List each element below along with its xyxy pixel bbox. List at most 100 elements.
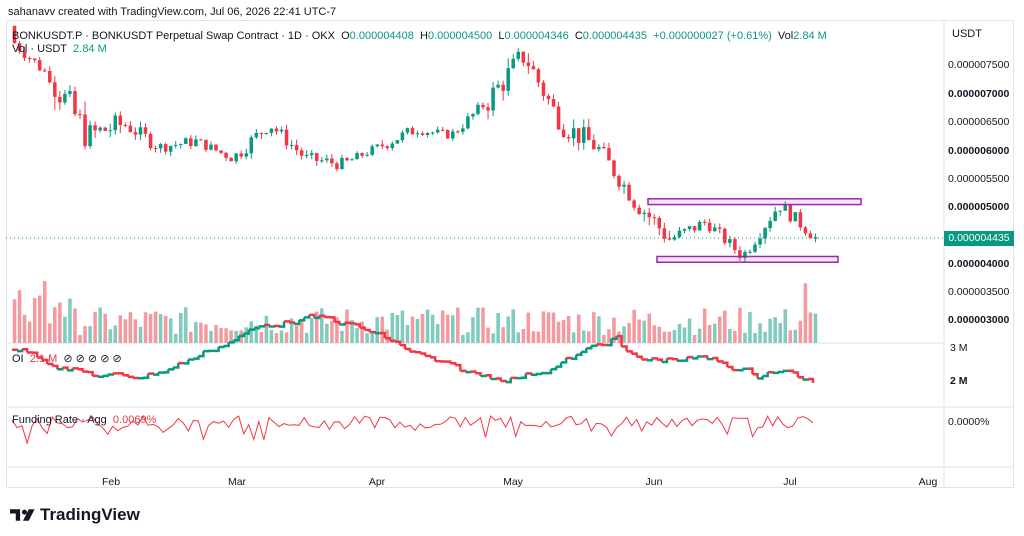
oi-segment	[42, 358, 49, 365]
candle-body	[148, 133, 153, 149]
candle-body	[657, 217, 662, 229]
volume-bar	[556, 321, 561, 343]
volume-bar	[390, 312, 395, 343]
candle-body	[320, 160, 324, 162]
oi-segment	[722, 361, 729, 368]
candle-body	[461, 128, 465, 132]
volume-bar	[284, 332, 289, 343]
volume-bar	[506, 316, 510, 343]
oi-segment	[530, 373, 538, 377]
oi-segment	[707, 357, 714, 361]
oi-segment	[344, 321, 351, 324]
volume-bar	[229, 330, 233, 343]
candle-body	[128, 125, 133, 133]
candle-body	[325, 158, 329, 161]
candle-body	[662, 228, 667, 239]
volume-bar	[12, 299, 17, 343]
volume-bar	[612, 317, 616, 343]
candle-body	[430, 132, 435, 134]
oi-segment	[480, 374, 487, 378]
volume-bar	[37, 295, 42, 343]
candle-body	[632, 200, 636, 208]
volume-legend[interactable]: Vol · USDT 2.84 M	[12, 43, 107, 55]
candle-body	[58, 96, 62, 103]
candle-body	[733, 239, 737, 251]
volume-bars	[12, 281, 818, 343]
oi-segment	[777, 370, 784, 374]
volume-bar	[425, 309, 430, 343]
volume-bar	[753, 333, 757, 343]
month-tick: Mar	[227, 476, 247, 488]
candle-body	[315, 153, 319, 161]
candle-body	[123, 125, 128, 127]
candle-body	[360, 153, 364, 156]
candle-body	[168, 145, 173, 152]
volume-bar	[153, 311, 158, 343]
volume-bar	[471, 317, 475, 343]
oi-legend[interactable]: OI 2.1 M ⊘ ⊘ ⊘ ⊘ ⊘	[12, 352, 122, 365]
volume-bar	[445, 314, 450, 343]
candle-body	[556, 106, 561, 130]
volume-bar	[294, 325, 299, 343]
volume-bar	[108, 329, 112, 343]
candle-body	[254, 132, 259, 138]
volume-bar	[672, 329, 677, 343]
oi-segment	[621, 345, 628, 352]
tradingview-icon	[10, 509, 35, 521]
symbol-description[interactable]: BONKUSDT.P · BONKUSDT Perpetual Swap Con…	[12, 30, 335, 42]
candle-body	[17, 43, 22, 52]
chart-frame	[6, 20, 1014, 488]
volume-bar	[687, 318, 692, 343]
volume-bar	[133, 319, 138, 343]
volume-bar	[360, 321, 364, 343]
close-value: 0.000004435	[582, 30, 648, 42]
oi-segment	[767, 371, 774, 374]
volume-bar	[607, 329, 611, 343]
candle-body	[173, 144, 178, 146]
volume-bar	[697, 328, 702, 343]
price-tick: 0.000006000	[948, 145, 1010, 157]
candle-body	[531, 66, 536, 70]
candle-body	[481, 104, 485, 108]
candle-body	[108, 130, 112, 132]
oi-segment	[173, 363, 180, 369]
currency-label[interactable]: USDT	[952, 28, 982, 40]
oi-segment	[142, 373, 150, 380]
oi-segment	[153, 372, 160, 376]
volume-bar	[642, 320, 646, 343]
candle-body	[405, 128, 410, 133]
vol-label: Vol	[777, 30, 794, 42]
oi-segment	[349, 322, 356, 325]
low-label: L	[498, 30, 505, 42]
candle-body	[309, 153, 314, 155]
oi-segment	[379, 331, 387, 339]
oi-segment	[455, 363, 462, 371]
oi-tick: 3 M	[950, 342, 968, 354]
tradingview-logo[interactable]: TradingView	[10, 505, 140, 525]
volume-bar	[269, 330, 274, 343]
candle-body	[697, 221, 702, 231]
volume-bar	[335, 317, 339, 343]
candle-body	[773, 211, 777, 221]
volume-bar	[259, 332, 264, 343]
candles	[12, 25, 818, 262]
funding-rate-legend[interactable]: Funding Rate · Agg 0.0069%	[12, 414, 156, 426]
oi-segment	[591, 344, 598, 347]
volume-bar	[581, 330, 586, 343]
volume-bar	[214, 324, 218, 343]
volume-bar	[743, 332, 747, 343]
oi-segment	[268, 325, 276, 328]
volume-bar	[773, 317, 777, 343]
volume-bar	[123, 319, 128, 343]
volume-bar	[32, 298, 37, 343]
volume-bar	[647, 313, 652, 343]
volume-bar	[279, 330, 284, 343]
candle-body	[259, 132, 264, 134]
price-tick: 0.000003500	[948, 286, 1010, 298]
volume-bar	[350, 320, 354, 343]
oi-value: 2.1 M	[29, 353, 58, 365]
oi-settings-icon[interactable]: ⊘ ⊘ ⊘ ⊘ ⊘	[63, 353, 122, 365]
candle-body	[32, 58, 37, 61]
volume-bar	[299, 320, 304, 343]
